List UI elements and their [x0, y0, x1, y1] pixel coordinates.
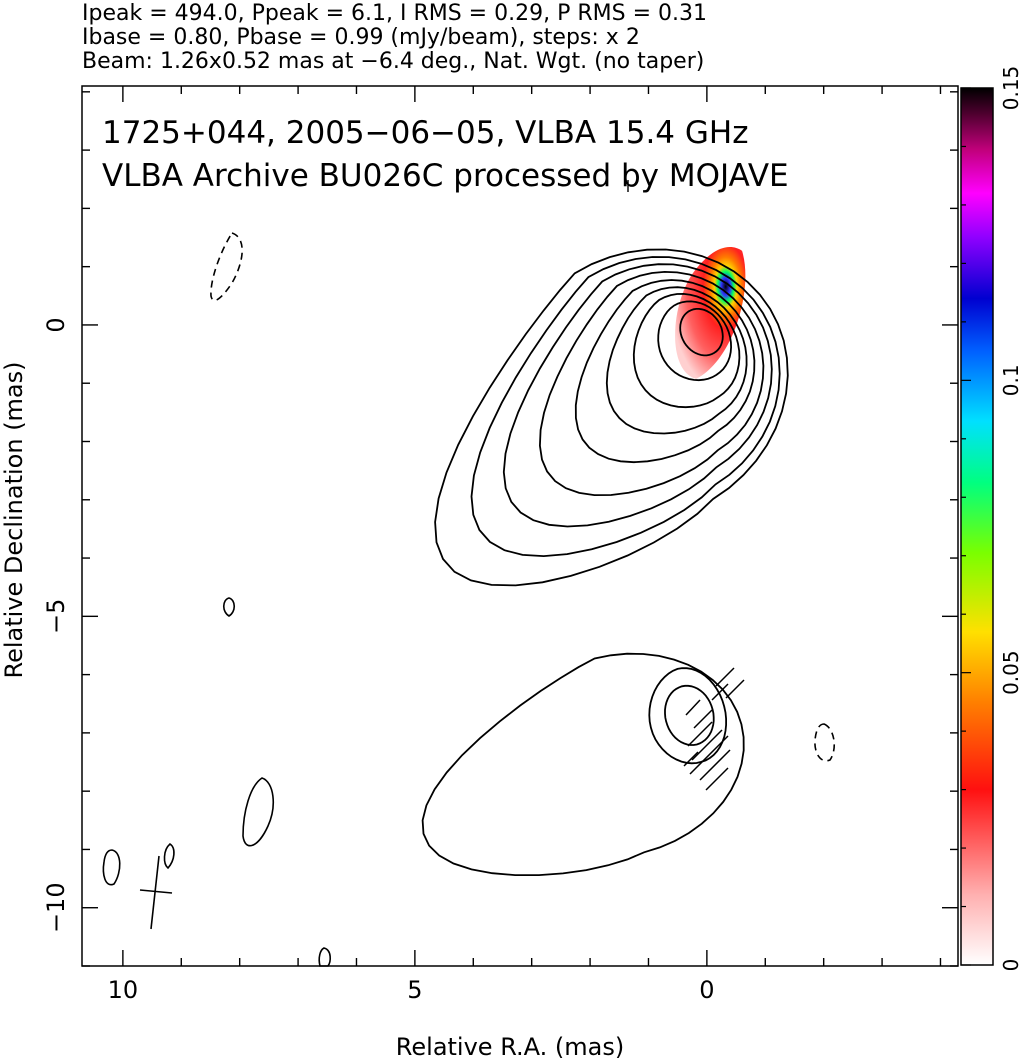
colorbar-tick-label: 0.05 [999, 650, 1022, 695]
contour-level [632, 292, 741, 409]
annotation-line-2: VLBA Archive BU026C processed by MOJAVE [102, 158, 789, 194]
x-axis: 10 5 0 [108, 86, 942, 1004]
noise-contours [102, 180, 836, 967]
y-axis: 0 −5 −10 [42, 91, 958, 967]
contour-level [470, 256, 781, 558]
header-line-2: Ibase = 0.80, Pbase = 0.99 (mJy/beam), s… [82, 25, 640, 50]
contour-level [679, 308, 724, 357]
total-intensity-contours [421, 248, 789, 876]
plot-area [81, 85, 959, 967]
x-tick-label: 0 [699, 976, 714, 1004]
contour-level [434, 248, 789, 587]
contour-level [574, 279, 756, 464]
y-tick-label: −10 [42, 882, 70, 933]
contour-level [502, 263, 773, 528]
x-tick-label: 10 [108, 976, 139, 1004]
contour-level [421, 652, 745, 876]
header-line-3: Beam: 1.26x0.52 mas at −6.4 deg., Nat. W… [82, 49, 705, 74]
annotation-line-1: 1725+044, 2005−06−05, VLBA 15.4 GHz [102, 115, 748, 151]
colorbar: 0 0.05 0.1 0.15 [960, 66, 1022, 972]
x-tick-label: 5 [407, 976, 422, 1004]
contour-level [538, 270, 765, 497]
contour-level [648, 667, 727, 765]
polarization-vectors [683, 667, 745, 791]
colorbar-tick-label: 0.1 [999, 364, 1022, 396]
x-axis-label: Relative R.A. (mas) [396, 1033, 624, 1061]
y-axis-label: Relative Declination (mas) [0, 361, 28, 678]
colorbar-tick-label: 0.15 [999, 66, 1022, 111]
colorbar-tick-label: 0 [999, 959, 1022, 972]
contour-level [605, 286, 748, 435]
contour-level [664, 684, 715, 746]
y-tick-label: −5 [42, 599, 70, 634]
contour-level [657, 300, 733, 382]
beam-marker [139, 855, 173, 930]
header-line-1: Ipeak = 494.0, Ppeak = 6.1, I RMS = 0.29… [82, 1, 707, 26]
y-tick-label: 0 [42, 317, 70, 332]
